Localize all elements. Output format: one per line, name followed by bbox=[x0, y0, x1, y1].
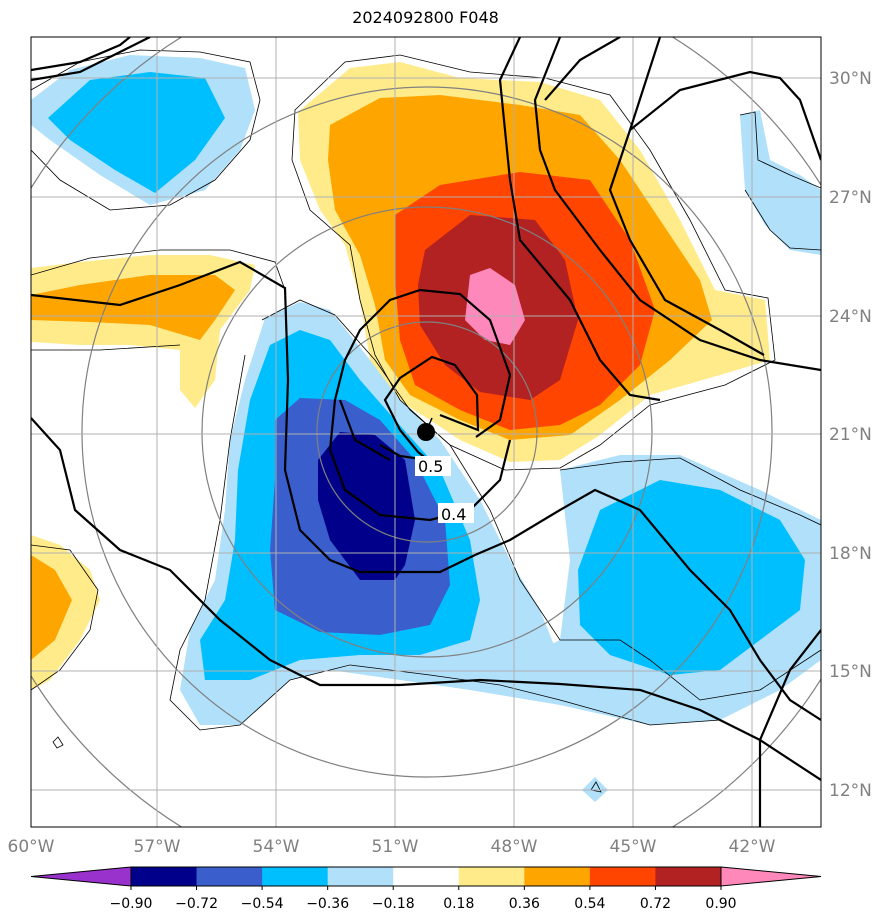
colorbar-segment bbox=[196, 867, 263, 886]
fill-pink-central bbox=[465, 268, 525, 345]
lat-label: 21°N bbox=[829, 425, 872, 445]
colorbar-tick-label: 0.72 bbox=[640, 896, 671, 912]
map-frame bbox=[30, 36, 822, 828]
colorbar-segment bbox=[655, 867, 722, 886]
colorbar: −0.90 −0.72 −0.54 −0.36 −0.18 0.18 0.36 0.54 0.7… bbox=[30, 866, 822, 912]
colorbar-segment bbox=[327, 867, 394, 886]
lon-label: 42°W bbox=[729, 837, 776, 857]
colorbar-tick-label: −0.90 bbox=[110, 896, 153, 912]
colorbar-extension-low bbox=[30, 866, 132, 887]
contour-label-0-5: 0.5 bbox=[418, 457, 443, 476]
colorbar-segment bbox=[131, 867, 198, 886]
colorbar-tick-label: 0.90 bbox=[705, 896, 736, 912]
fill-light-blue-ne bbox=[740, 110, 821, 255]
longitude-labels: 60°W 57°W 54°W 51°W 48°W 45°W 42°W bbox=[8, 837, 776, 857]
colorbar-tick-label: −0.72 bbox=[175, 896, 218, 912]
colorbar-segment bbox=[524, 867, 591, 886]
lat-label: 15°N bbox=[829, 662, 872, 682]
thick-contours bbox=[31, 37, 821, 827]
lat-label: 12°N bbox=[829, 781, 872, 801]
colorbar-tick-label: 0.18 bbox=[443, 896, 474, 912]
colorbar-segment bbox=[262, 867, 329, 886]
latitude-labels: 30°N 27°N 24°N 21°N 18°N 15°N 12°N bbox=[829, 69, 872, 801]
lon-label: 60°W bbox=[8, 837, 55, 857]
lon-label: 57°W bbox=[134, 837, 181, 857]
lat-label: 18°N bbox=[829, 544, 872, 564]
lon-label: 48°W bbox=[491, 837, 538, 857]
colorbar-tick-label: −0.18 bbox=[372, 896, 415, 912]
colorbar-outline bbox=[130, 866, 722, 887]
colorbar-tick-label: −0.54 bbox=[241, 896, 284, 912]
thin-contours bbox=[31, 49, 821, 793]
contour-label-0-4: 0.4 bbox=[441, 505, 466, 524]
colorbar-segment bbox=[393, 867, 460, 886]
colorbar-extension-high bbox=[720, 866, 822, 887]
lat-label: 27°N bbox=[829, 188, 872, 208]
colorbar-tick-label: 0.36 bbox=[509, 896, 540, 912]
colorbar-segment bbox=[589, 867, 656, 886]
lon-label: 51°W bbox=[372, 837, 419, 857]
graticule bbox=[31, 37, 821, 827]
fill-blue-nw bbox=[48, 72, 225, 193]
colorbar-tick-label: 0.54 bbox=[574, 896, 605, 912]
fill-blue-se bbox=[578, 480, 805, 675]
lon-label: 54°W bbox=[253, 837, 300, 857]
lat-label: 30°N bbox=[829, 69, 872, 89]
lon-label: 45°W bbox=[610, 837, 657, 857]
fill-orange-west bbox=[31, 275, 235, 340]
colorbar-segment bbox=[458, 867, 525, 886]
colorbar-tick-label: −0.36 bbox=[306, 896, 349, 912]
lat-label: 24°N bbox=[829, 307, 872, 327]
fill-orange-sw bbox=[31, 555, 72, 660]
map-title: 2024092800 F048 bbox=[352, 8, 499, 27]
map-plot-area: 0.5 0.4 bbox=[31, 37, 821, 827]
range-rings bbox=[31, 37, 821, 827]
